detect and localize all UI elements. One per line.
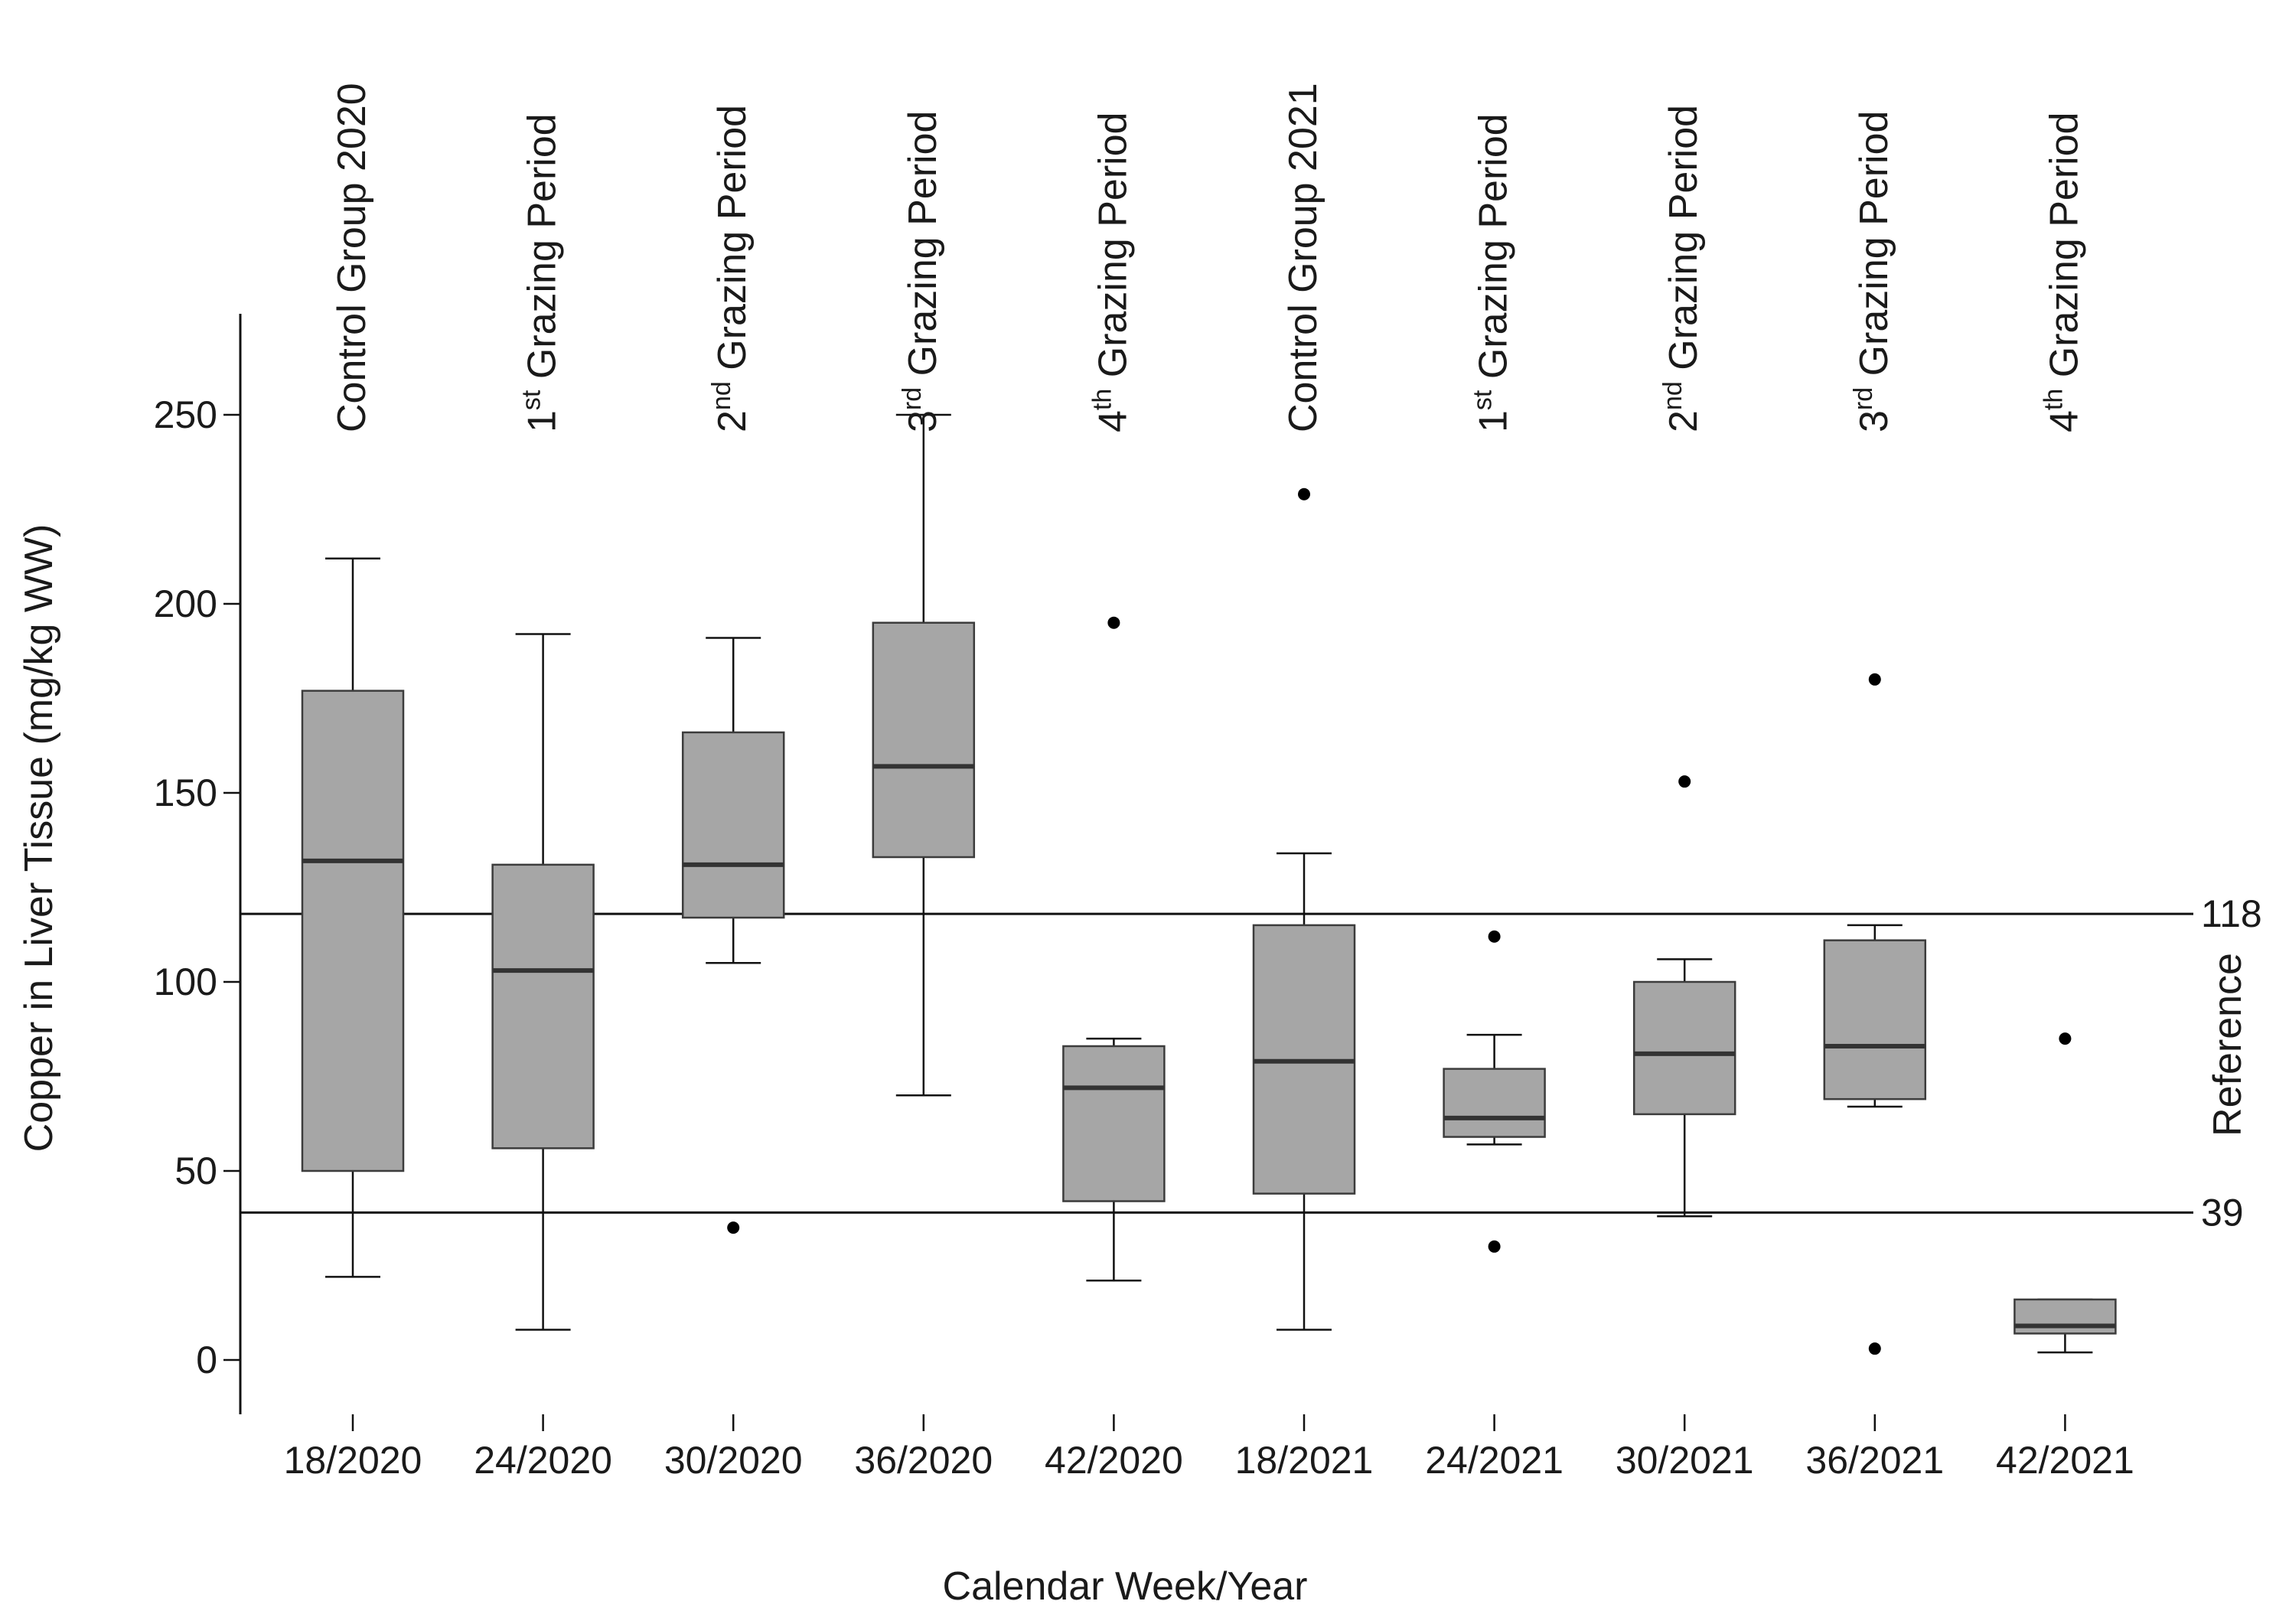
x-tick-label: 36/2021	[1805, 1439, 1944, 1482]
x-tick-label: 18/2021	[1235, 1439, 1374, 1482]
ordinal-number: 3	[1852, 410, 1896, 432]
ordinal-number: 1	[1472, 410, 1516, 432]
ordinal-suffix: rd	[1849, 387, 1878, 410]
x-axis: 18/2020 24/2020 30/2020 36/2020 42/2020 18/20…	[284, 1414, 2134, 1482]
y-tick-label: 200	[154, 582, 217, 625]
x-tick-label: 42/2021	[1996, 1439, 2134, 1482]
group-label: Control Group 2021	[1281, 83, 1325, 432]
box-42-2021	[2013, 1032, 2117, 1354]
x-tick-label: 30/2020	[664, 1439, 803, 1482]
group-label-text: Grazing Period	[1472, 113, 1516, 390]
ordinal-number: 4	[1091, 410, 1135, 432]
group-label: 4th Grazing Period	[1087, 112, 1135, 432]
group-labels: Control Group 2020 1st Grazing Period2nd …	[330, 83, 2086, 432]
group-label-text: Grazing Period	[1091, 112, 1135, 388]
group-label: 4th Grazing Period	[2039, 112, 2086, 432]
y-tick-label: 150	[154, 771, 217, 814]
outlier-point	[1488, 1240, 1501, 1253]
x-tick-label: 18/2020	[284, 1439, 422, 1482]
outlier-point	[1298, 488, 1310, 501]
y-axis: 0 50 100 150 200 250	[154, 314, 242, 1414]
x-tick-label: 24/2021	[1425, 1439, 1563, 1482]
group-label-text: Grazing Period	[2042, 112, 2086, 388]
ordinal-suffix: nd	[1658, 381, 1687, 410]
x-tick-label: 36/2020	[854, 1439, 993, 1482]
ordinal-suffix: th	[2039, 389, 2068, 410]
box-30-2020	[681, 637, 785, 1234]
box-36-2020	[872, 413, 976, 1097]
group-label-text: Grazing Period	[1661, 105, 1706, 381]
group-label: Control Group 2020	[330, 83, 374, 432]
x-tick-label: 42/2020	[1045, 1439, 1183, 1482]
iqr-box	[491, 863, 595, 1150]
group-label: 3rd Grazing Period	[898, 111, 945, 432]
box-30-2021	[1632, 775, 1736, 1218]
outlier-point	[1107, 616, 1120, 629]
iqr-box	[1443, 1068, 1546, 1138]
reference-value-label: 118	[2201, 892, 2262, 935]
y-tick-label: 50	[174, 1150, 217, 1192]
ordinal-suffix: st	[1469, 390, 1498, 410]
group-label-text: Control Group 2020	[330, 83, 374, 432]
x-tick-label: 30/2021	[1616, 1439, 1754, 1482]
iqr-box	[681, 731, 785, 919]
box-18-2021	[1252, 488, 1356, 1331]
reference-lines: 118 39	[240, 892, 2262, 1234]
ordinal-suffix: th	[1087, 389, 1117, 410]
outlier-point	[1678, 775, 1691, 788]
outlier-point	[1488, 930, 1501, 943]
y-tick-label: 250	[154, 393, 217, 436]
box-24-2021	[1443, 930, 1546, 1253]
box-36-2021	[1823, 673, 1927, 1355]
group-label: 2nd Grazing Period	[707, 105, 755, 432]
ordinal-number: 2	[1661, 410, 1706, 432]
group-label-text: Grazing Period	[901, 111, 945, 387]
ordinal-number: 1	[520, 410, 565, 432]
ordinal-suffix: nd	[707, 381, 736, 410]
box-24-2020	[491, 633, 595, 1331]
iqr-box	[872, 621, 976, 859]
box-18-2020	[301, 557, 405, 1278]
iqr-box	[1823, 939, 1927, 1101]
outlier-point	[1868, 673, 1881, 686]
ordinal-suffix: rd	[898, 387, 927, 410]
iqr-box	[2013, 1298, 2117, 1335]
group-label-text: Grazing Period	[710, 105, 755, 381]
iqr-box	[1632, 980, 1736, 1116]
outlier-point	[727, 1221, 740, 1234]
group-label: 2nd Grazing Period	[1658, 105, 1706, 432]
group-label-text: Grazing Period	[520, 113, 565, 390]
boxes	[301, 413, 2117, 1355]
outlier-point	[2059, 1032, 2072, 1045]
reference-value-label: 39	[2201, 1191, 2244, 1234]
ordinal-number: 2	[710, 410, 755, 432]
group-label: 3rd Grazing Period	[1849, 111, 1896, 432]
y-tick-label: 100	[154, 960, 217, 1003]
group-label: 1st Grazing Period	[1469, 113, 1516, 432]
ordinal-suffix: st	[517, 390, 546, 410]
box-42-2020	[1062, 616, 1166, 1282]
y-tick-label: 0	[196, 1339, 217, 1381]
outlier-point	[1868, 1342, 1881, 1355]
ordinal-number: 3	[901, 410, 945, 432]
x-axis-title: Calendar Week/Year	[943, 1564, 1308, 1609]
iqr-box	[1062, 1045, 1166, 1202]
group-label: 1st Grazing Period	[517, 113, 565, 432]
group-label-text: Control Group 2021	[1281, 83, 1325, 432]
y-axis-title: Copper in Liver Tissue (mg/kg WW)	[17, 524, 61, 1153]
iqr-box	[301, 690, 405, 1172]
group-label-text: Grazing Period	[1852, 111, 1896, 387]
reference-title: Reference	[2206, 953, 2250, 1136]
ordinal-number: 4	[2042, 410, 2086, 432]
x-tick-label: 24/2020	[474, 1439, 612, 1482]
